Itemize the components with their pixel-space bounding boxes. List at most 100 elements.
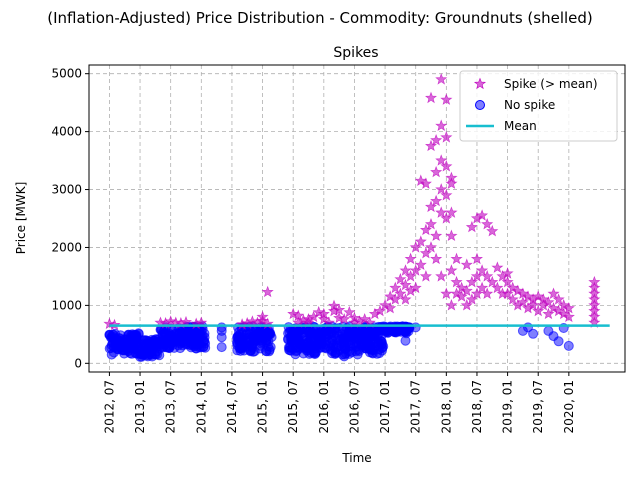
no-spike-point [306, 328, 317, 339]
no-spike-point [234, 336, 245, 347]
legend-spike-marker [473, 77, 487, 90]
spike-point [450, 252, 463, 265]
spike-point [450, 275, 463, 288]
spike-point [409, 281, 422, 294]
no-spike-point [563, 340, 574, 351]
no-spike-point [283, 334, 294, 345]
spike-point [287, 307, 300, 320]
spike-point [256, 314, 269, 327]
spike-point [547, 287, 560, 300]
spike-point [378, 299, 392, 311]
legend-label: Spike (> mean) [504, 77, 598, 91]
no-spike-point [319, 339, 330, 350]
legend: Spike (> mean) No spike Mean [459, 70, 618, 142]
spike-point [562, 301, 575, 314]
spike-point [491, 261, 504, 273]
spike-point [557, 307, 570, 320]
no-spike-point [264, 327, 275, 338]
spike-point [419, 177, 432, 189]
spike-point [404, 270, 417, 282]
spike-point [445, 264, 458, 276]
no-spike-point [113, 343, 123, 354]
spike-point [481, 270, 494, 282]
x-tick-label: 2019, 07 [531, 380, 545, 433]
x-tick-label: 2017, 07 [409, 380, 423, 433]
spike-point [373, 304, 387, 317]
spike-point [465, 275, 478, 288]
no-spike-point [199, 332, 210, 343]
spike-point [445, 177, 458, 189]
no-spike-point [146, 349, 157, 360]
no-spike-point [160, 329, 171, 340]
spike-point [414, 174, 427, 186]
spike-point [317, 312, 330, 325]
spike-point [532, 290, 545, 302]
spike-point [430, 194, 443, 207]
spike-point [440, 131, 453, 143]
spike-point [424, 200, 438, 213]
y-tick-label: 3000 [51, 183, 82, 197]
no-spike-point [257, 337, 268, 348]
spike-point [542, 307, 555, 320]
no-spike-point [168, 333, 179, 344]
spike-point [460, 258, 473, 271]
spike-point [440, 188, 453, 201]
y-axis-ticks: 0 1000 2000 3000 4000 5000 [51, 67, 89, 370]
no-spike-point [353, 344, 364, 355]
spike-point [440, 212, 453, 224]
spike-point [399, 264, 412, 276]
spike-point [435, 119, 448, 132]
spike-point [481, 287, 494, 300]
no-spike-point [261, 346, 272, 357]
spike-point [419, 246, 432, 259]
no-spike-point [190, 328, 201, 338]
spike-point [409, 241, 422, 253]
no-spike-point [291, 342, 302, 353]
spike-point [486, 224, 499, 237]
spike-point [394, 287, 407, 300]
figure-suptitle: (Inflation-Adjusted) Price Distribution … [47, 9, 593, 27]
no-spike-point [343, 330, 354, 341]
spike-point [424, 91, 438, 104]
x-axis-ticks: 2012, 07 2013, 01 2013, 07 2014, 01 2014, 07… [102, 372, 576, 433]
plot-area-frame [88, 64, 626, 373]
x-tick-label: 2016, 07 [347, 380, 361, 433]
x-tick-label: 2017, 01 [378, 380, 392, 433]
no-spike-point [321, 325, 332, 336]
no-spike-point [289, 329, 300, 339]
spike-point [435, 206, 448, 218]
spike-point [527, 299, 540, 311]
spike-point [470, 287, 484, 300]
no-spike-point [183, 339, 194, 350]
spike-point [419, 270, 432, 282]
y-tick-label: 5000 [51, 67, 82, 81]
spike-point [404, 252, 417, 265]
spike-point [261, 285, 274, 298]
spike-point [465, 220, 478, 233]
no-spike-point [333, 334, 344, 344]
no-spike-point [148, 338, 159, 349]
spike-points [103, 73, 601, 331]
no-spike-point [389, 326, 400, 337]
x-tick-label: 2016, 01 [317, 380, 331, 433]
spike-point [506, 293, 519, 305]
spike-point [511, 284, 524, 297]
spike-point [430, 133, 443, 146]
y-tick-label: 2000 [51, 240, 82, 254]
no-spike-point [339, 351, 350, 362]
no-spike-point [216, 342, 227, 353]
spike-point [435, 270, 448, 282]
legend-box [459, 70, 618, 142]
spike-point [460, 284, 473, 297]
spike-point [501, 287, 514, 300]
spike-point [430, 165, 443, 178]
spike-point [419, 223, 432, 236]
spike-point [389, 293, 402, 305]
spike-point [460, 299, 473, 311]
spike-point [465, 293, 478, 305]
no-spike-point [553, 336, 564, 347]
spike-point [317, 307, 330, 320]
spike-point [384, 301, 397, 314]
x-tick-label: 2019, 01 [501, 380, 515, 433]
